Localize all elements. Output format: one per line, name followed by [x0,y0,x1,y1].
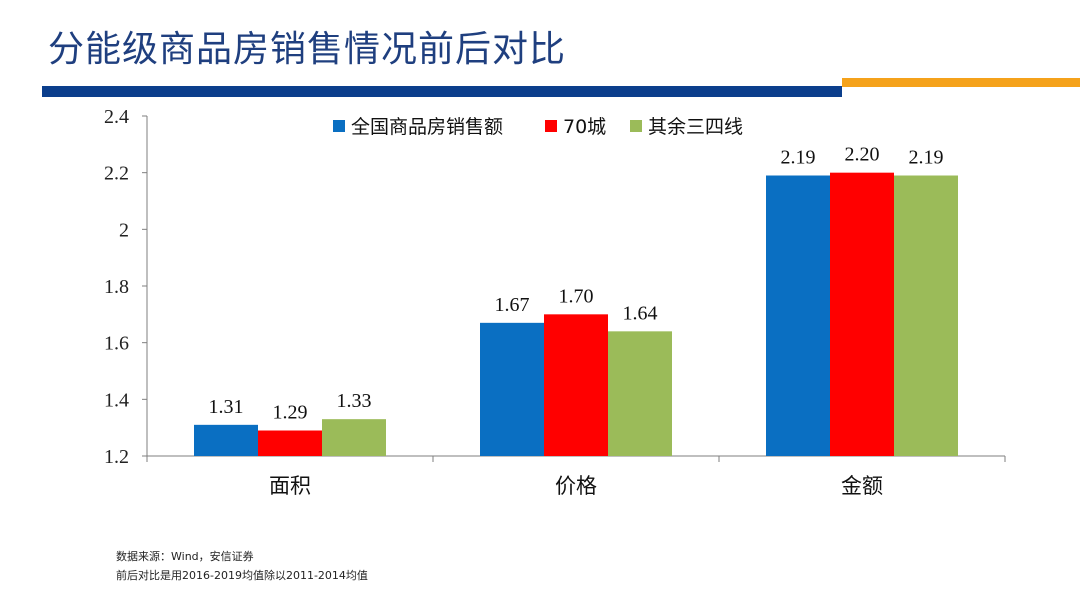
x-category-label: 价格 [555,474,597,498]
bar [194,424,258,456]
bar [544,314,608,456]
legend-label: 70城 [563,116,606,138]
y-tick-label: 1.2 [104,446,129,468]
bar [766,175,830,456]
data-label: 2.20 [845,144,880,166]
data-label: 1.70 [559,285,594,307]
data-label: 1.67 [495,294,530,316]
y-tick-label: 2.4 [104,106,129,128]
y-tick-label: 1.6 [104,333,129,355]
y-tick-label: 1.8 [104,276,129,298]
bar [258,430,322,456]
bar [322,419,386,456]
bar-chart: 1.2 1.4 1.6 1.8 2 2.2 2.4 1.31 1.29 1.33 面积 1.67 1.7… [104,106,1006,498]
data-label: 2.19 [781,147,816,169]
x-category-label: 金额 [841,474,883,498]
bar [608,331,672,456]
data-label: 1.29 [273,402,308,424]
source-note: 数据来源：Wind，安信证券 [116,550,254,563]
data-label: 1.64 [623,302,658,324]
legend-label: 其余三四线 [648,116,743,138]
legend-swatch [333,120,345,132]
y-tick-label: 2 [119,219,129,241]
slide-title: 分能级商品房销售情况前后对比 [48,29,567,70]
bar [480,322,544,456]
legend-swatch [545,120,557,132]
x-category-label: 面积 [269,474,311,498]
data-label: 1.33 [337,390,372,412]
legend-swatch [630,120,642,132]
y-tick-label: 2.2 [104,163,129,185]
legend-label: 全国商品房销售额 [351,116,503,138]
bar [894,175,958,456]
data-label: 1.31 [209,396,244,418]
title-rule-blue [42,86,842,97]
data-label: 2.19 [909,147,944,169]
y-tick-label: 1.4 [104,389,129,411]
title-rule-orange [842,78,1080,87]
method-note: 前后对比是用2016-2019均值除以2011-2014均值 [116,569,368,582]
bar [830,172,894,456]
